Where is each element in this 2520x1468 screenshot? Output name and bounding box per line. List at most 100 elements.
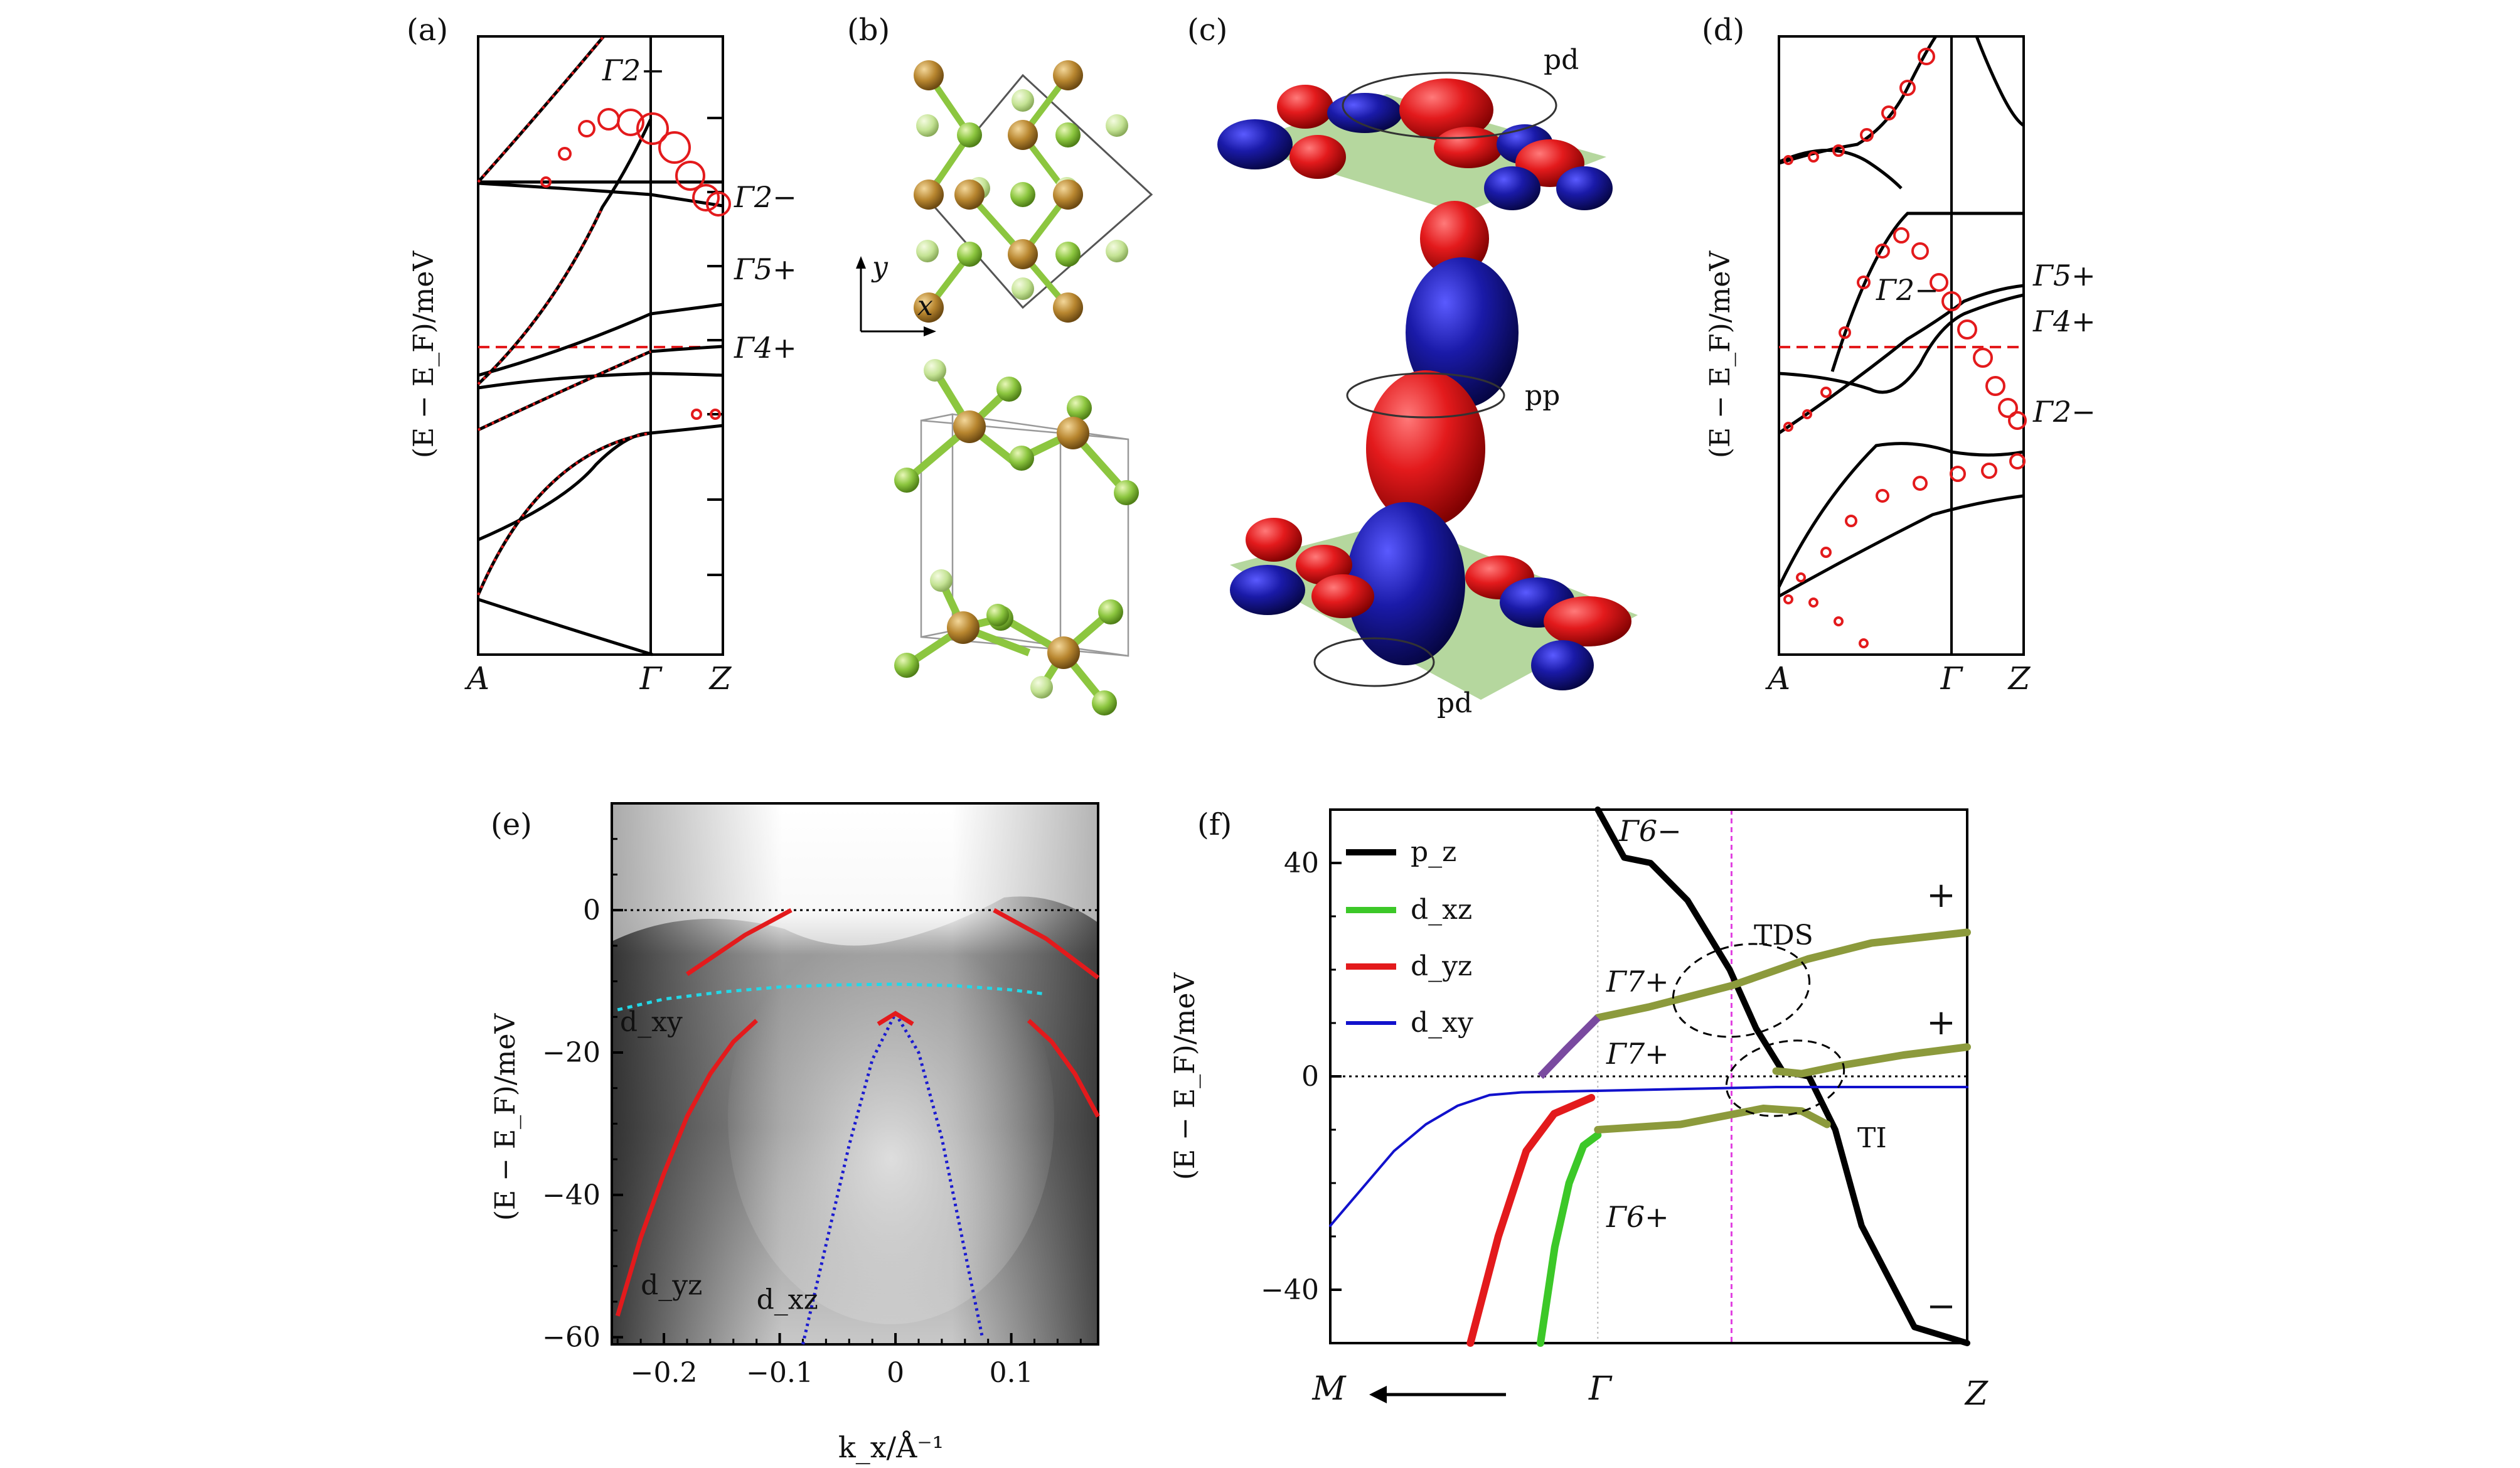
kpoint-label: Γ <box>1940 660 1964 697</box>
series-d-xy <box>617 982 1047 1012</box>
legend-entry: d_xz <box>1411 894 1472 926</box>
series-d-yz <box>615 1019 759 1317</box>
irrep-label: Γ2− <box>2032 395 2096 429</box>
panel-a-frame <box>477 35 724 656</box>
y-tick-label: −60 <box>542 1322 601 1354</box>
y-tick-label: 0 <box>583 894 601 926</box>
panel-e-ylabel: (E − E_F)/meV <box>489 1013 521 1221</box>
irrep-label: Γ2− <box>1876 273 1939 307</box>
chart-f-plot: 40 0 −40 <box>1261 806 1971 1347</box>
panel-d-irreps: Γ5+ Γ4+ Γ2− Γ2− <box>1876 259 2096 429</box>
panel-d-orbital-weight <box>1783 48 2027 648</box>
series-d-yz <box>1466 1094 1596 1347</box>
axis-y-label: y <box>871 251 889 283</box>
orbital-diagram: pd pp pd <box>1217 44 1638 719</box>
panel-f-label: (f) <box>1197 807 1232 842</box>
series-d-yz-top <box>877 1010 914 1026</box>
series-p-z <box>1594 806 1970 1346</box>
annotation-label: TI <box>1857 1122 1887 1154</box>
series-hybrid-band <box>1594 928 1971 1022</box>
y-tick-label: −40 <box>1261 1274 1319 1306</box>
x-tick-label: −0.1 <box>746 1357 813 1389</box>
kpoint-label: M <box>1311 1370 1347 1408</box>
band-label: d_xz <box>757 1283 818 1315</box>
crystal-top-view <box>914 60 1153 323</box>
series-hybrid-band <box>1537 1015 1601 1080</box>
panel-a-ylabel: (E − E_F)/meV <box>408 250 440 459</box>
panel-d-bands <box>1777 35 2025 598</box>
series-d-yz-mirror <box>1027 1019 1101 1118</box>
panel-a-orbital-weight <box>540 108 731 420</box>
panel-e-xlabel: k_x/Å⁻¹ <box>838 1430 944 1464</box>
arpes-image <box>612 803 1098 1344</box>
series-hybrid-band <box>1594 1105 1831 1133</box>
irrep-label: Γ7+ <box>1606 1037 1669 1071</box>
irrep-label: Γ2− <box>602 53 665 87</box>
panel-c: (c) <box>1187 13 1638 719</box>
panel-f-annotations: TDS TI + + − <box>1672 875 1956 1327</box>
parity-label: + <box>1926 875 1956 916</box>
axes-indicator: y x <box>856 251 936 336</box>
panel-e-label: (e) <box>491 807 532 842</box>
bond-label: pp <box>1525 380 1560 412</box>
panel-f: (f) (E − E_F)/meV 40 0 −40 p_z d_xz d_yz d… <box>1169 806 1989 1413</box>
panel-d: (d) (E − E_F)/meV <box>1702 13 2096 697</box>
irrep-label: Γ7+ <box>1606 965 1669 999</box>
irrep-label: Γ6− <box>1618 814 1682 848</box>
series-d-yz-upper <box>685 908 793 977</box>
y-tick-label: 0 <box>1301 1061 1319 1093</box>
irrep-label: Γ4+ <box>2032 304 2096 338</box>
series-d-xy <box>1329 1086 1968 1227</box>
axis-x-label: x <box>917 290 933 322</box>
band-label: d_xy <box>620 1006 683 1038</box>
y-tick-label: −40 <box>542 1179 601 1211</box>
panel-d-frame <box>1778 35 2025 656</box>
kpoint-label: Γ <box>1588 1370 1613 1408</box>
panel-f-kaxis: M Γ Z <box>1311 1370 1989 1413</box>
series-d-yz-upper <box>993 908 1100 980</box>
plot-frame <box>611 802 1099 1346</box>
panel-a-bands-overlay <box>477 35 651 596</box>
parity-label: − <box>1926 1286 1956 1327</box>
panel-f-ylabel: (E − E_F)/meV <box>1169 972 1201 1181</box>
panel-f-irreps: Γ6− Γ7+ Γ7+ Γ6+ <box>1606 814 1682 1234</box>
series-hybrid-band <box>1772 1043 1971 1078</box>
irrep-label: Γ5+ <box>734 252 797 286</box>
x-tick-label: 0.1 <box>990 1357 1033 1389</box>
irrep-label: Γ2− <box>734 180 797 214</box>
irrep-label: Γ6+ <box>1606 1200 1669 1234</box>
bond-label: pd <box>1437 687 1472 719</box>
panel-d-ylabel: (E − E_F)/meV <box>1704 250 1736 459</box>
legend-entry: p_z <box>1411 836 1456 868</box>
y-tick-label: −20 <box>542 1037 601 1069</box>
crystal-side-view <box>894 359 1139 715</box>
legend-entry: d_yz <box>1411 950 1472 982</box>
panel-e: (e) (E − E_F)/meV k_x/Å⁻¹ −0.2 −0.1 0 0.10−… <box>489 802 1101 1464</box>
irrep-label: Γ4+ <box>734 331 797 365</box>
kpoint-label: Z <box>2007 660 2031 697</box>
kpoint-label: Γ <box>639 660 663 697</box>
panel-d-label: (d) <box>1702 13 1744 48</box>
panel-f-legend: p_z d_xz d_yz d_xy <box>1346 836 1473 1039</box>
panel-a-label: (a) <box>407 13 448 48</box>
x-tick-label: −0.2 <box>631 1357 698 1389</box>
panel-d-kpoints: A Γ Z <box>1765 660 2031 697</box>
chart-e-plot: −0.2 −0.1 0 0.1 0 −20 −40 −60 d_xy d_yz d_xz <box>542 802 1101 1389</box>
panel-a-kpoints: A Γ Z <box>464 660 732 697</box>
x-tick-label: 0 <box>887 1357 904 1389</box>
irrep-label: Γ5+ <box>2032 259 2096 292</box>
kpoint-label: A <box>1765 660 1790 697</box>
band-label: d_yz <box>641 1270 702 1302</box>
kpoint-label: Z <box>1964 1375 1989 1413</box>
kpoint-label: A <box>464 660 489 697</box>
annotation-label: TDS <box>1754 919 1813 951</box>
parity-label: + <box>1926 1002 1956 1043</box>
series-d-xz <box>1536 1131 1602 1347</box>
panel-a-irreps: Γ2− Γ2− Γ5+ Γ4+ <box>602 53 797 365</box>
legend-entry: d_xy <box>1411 1007 1473 1039</box>
panel-b-label: (b) <box>847 13 890 48</box>
panel-a: (a) (E − E_F)/meV <box>407 13 797 697</box>
bond-label: pd <box>1544 44 1579 76</box>
y-tick-label: 40 <box>1284 847 1319 879</box>
